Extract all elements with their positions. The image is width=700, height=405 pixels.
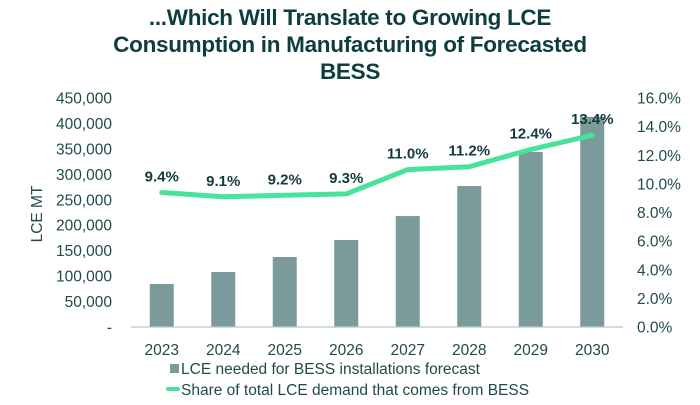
y-tick-label: 200,000 <box>56 218 112 235</box>
y2-tick-label: 6.0% <box>637 234 673 251</box>
bar-2027 <box>395 216 420 327</box>
bar-2030 <box>580 116 605 327</box>
legend-label-line: Share of total LCE demand that comes fro… <box>181 382 530 399</box>
chart-title: ...Which Will Translate to Growing LCE C… <box>0 4 700 85</box>
bar-series <box>149 116 605 327</box>
data-label-2023: 9.4% <box>145 168 179 185</box>
chart-title-line-2: Consumption in Manufacturing of Forecast… <box>113 32 587 57</box>
x-tick-label: 2028 <box>452 342 486 359</box>
y2-tick-label: 2.0% <box>637 291 673 308</box>
y2-tick-label: 14.0% <box>637 119 681 136</box>
bar-2023 <box>149 283 174 327</box>
y-tick-label: 50,000 <box>65 294 113 311</box>
legend-swatch-line <box>166 387 180 391</box>
bar-2026 <box>334 239 359 327</box>
x-tick-label: 2025 <box>268 342 302 359</box>
data-label-2027: 11.0% <box>387 146 429 163</box>
bar-2029 <box>518 151 543 327</box>
y-tick-label: 400,000 <box>56 116 112 133</box>
y2-tick-label: 8.0% <box>637 205 673 222</box>
y-axis-right-ticks: 0.0% 2.0% 4.0% 6.0% 8.0% 10.0% 12.0% 14.0% 16.0% <box>637 91 681 337</box>
chart-title-line-1: ...Which Will Translate to Growing LCE <box>148 5 552 30</box>
x-tick-label: 2023 <box>145 342 179 359</box>
data-label-2024: 9.1% <box>206 173 240 190</box>
y-tick-label: 450,000 <box>56 91 112 108</box>
chart-title-line-3: BESS <box>319 59 381 84</box>
data-label-2028: 11.2% <box>448 143 490 160</box>
y2-tick-label: 0.0% <box>637 320 673 337</box>
legend-swatch-bar <box>170 364 179 373</box>
legend-item-line: Share of total LCE demand that comes fro… <box>166 382 529 400</box>
bar-2028 <box>457 186 482 327</box>
legend: LCE needed for BESS installations foreca… <box>166 361 529 400</box>
y-tick-label: 100,000 <box>56 269 112 286</box>
y-tick-label: 150,000 <box>56 243 112 260</box>
x-tick-label: 2027 <box>391 342 425 359</box>
bar-2024 <box>211 272 236 327</box>
x-tick-label: 2026 <box>329 342 363 359</box>
x-tick-label: 2030 <box>575 342 610 359</box>
y2-tick-label: 16.0% <box>637 91 681 108</box>
y2-tick-label: 4.0% <box>637 262 673 279</box>
y-tick-label: - <box>107 320 112 337</box>
x-tick-label: 2029 <box>514 342 548 359</box>
data-label-2025: 9.2% <box>268 171 302 188</box>
y2-tick-label: 12.0% <box>637 148 681 165</box>
bar-2025 <box>272 257 297 327</box>
y-tick-label: 350,000 <box>56 141 112 158</box>
data-label-2026: 9.3% <box>329 170 363 187</box>
y-tick-label: 250,000 <box>56 192 112 209</box>
share-line <box>159 132 595 200</box>
x-tick-label: 2024 <box>206 342 241 359</box>
y-tick-label: 300,000 <box>56 167 112 184</box>
legend-label-bars: LCE needed for BESS installations foreca… <box>181 361 480 378</box>
data-label-2029: 12.4% <box>509 126 552 143</box>
line-data-labels: 9.4% 9.1% 9.2% 9.3% 11.0% 11.2% 12.4% 13.4% <box>145 111 614 190</box>
data-label-2030: 13.4% <box>571 111 614 128</box>
y-axis-left-ticks: - 50,000 100,000 150,000 200,000 250,000 300,0… <box>56 91 112 337</box>
y2-tick-label: 10.0% <box>637 176 681 193</box>
y-axis-label: LCE MT <box>29 185 46 242</box>
x-axis-ticks: 2023 2024 2025 2026 2027 2028 2029 2030 <box>145 342 610 359</box>
legend-item-bars: LCE needed for BESS installations foreca… <box>170 361 529 379</box>
